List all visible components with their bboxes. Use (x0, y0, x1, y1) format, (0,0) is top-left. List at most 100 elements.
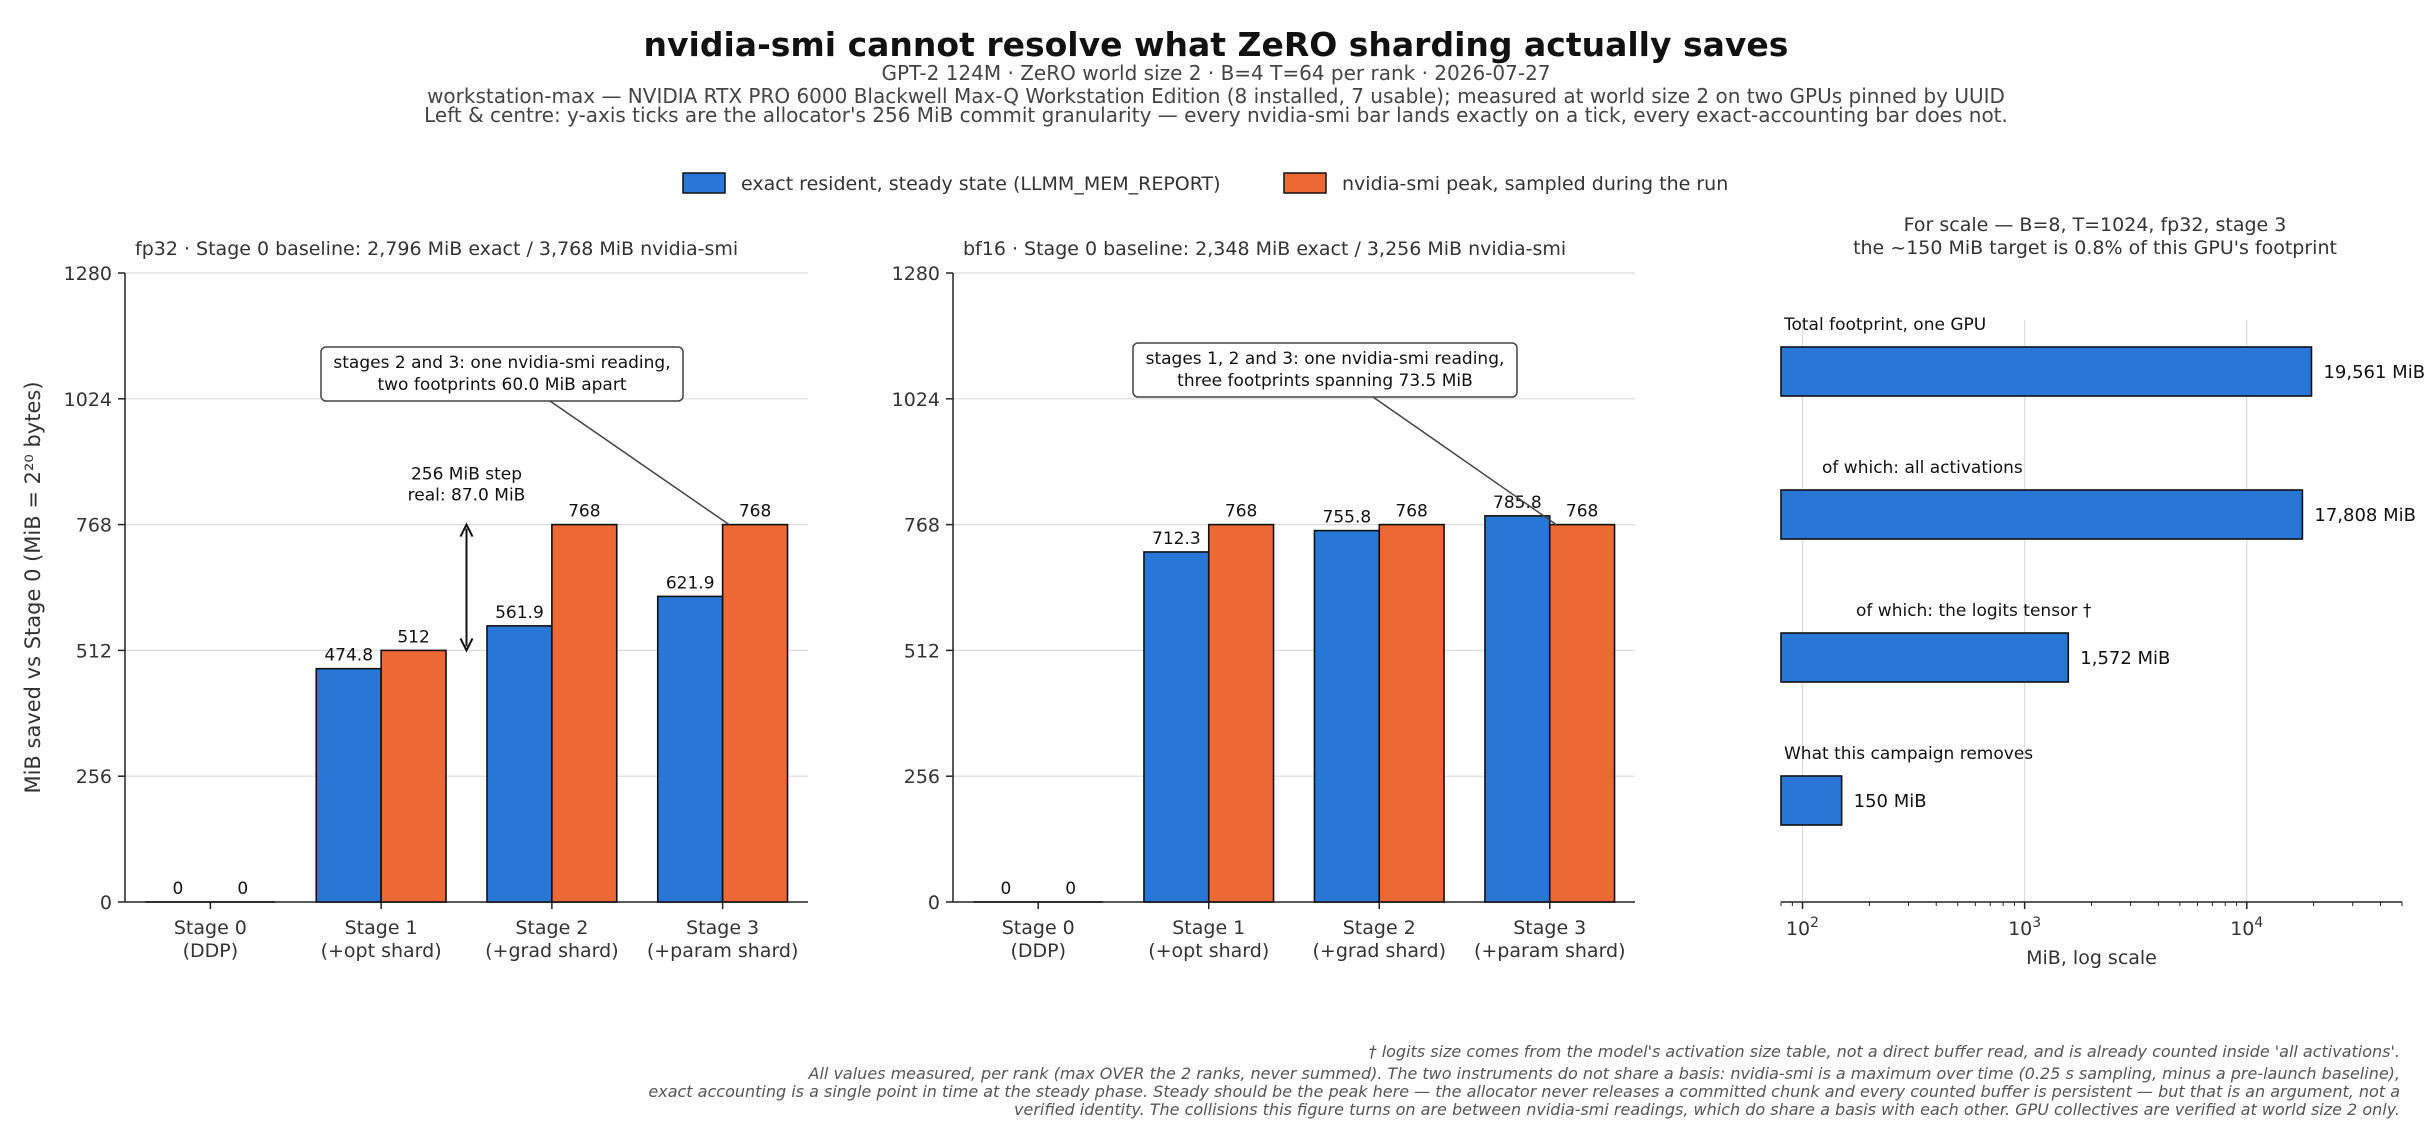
y-axis-label: MiB saved vs Stage 0 (MiB = 2²⁰ bytes) (21, 381, 45, 793)
step-arrowhead-bottom (459, 637, 474, 653)
bar-exact (315, 667, 382, 903)
bar-exact (656, 595, 724, 903)
footnote-2: All values measured, per rank (max OVER … (808, 1064, 2400, 1083)
data-label: 474.8 (324, 646, 373, 666)
annotation-text: three footprints spanning 73.5 MiB (1177, 371, 1473, 391)
y-tick-label: 256 (904, 766, 940, 788)
x-tick-label: 102 (1786, 915, 1819, 940)
footnote-4: verified identity. The collisions this f… (1014, 1100, 2400, 1119)
subtitle-line-1: GPT-2 124M · ZeRO world size 2 · B=4 T=6… (881, 61, 1550, 85)
data-label: 0 (237, 879, 248, 899)
subtitle-line-2: workstation-max — NVIDIA RTX PRO 6000 Bl… (427, 84, 2005, 108)
data-label: 785.8 (1493, 493, 1542, 513)
y-tick-label: 1280 (64, 263, 112, 285)
y-tick-label: 1280 (892, 263, 940, 285)
x-tick-label: (+opt shard) (321, 940, 442, 962)
footnote-1: † logits size comes from the model's act… (1369, 1042, 2400, 1061)
row-label: of which: all activations (1822, 458, 2023, 478)
x-tick-label: (+param shard) (647, 940, 799, 962)
data-label: 768 (1395, 502, 1427, 522)
data-label: 755.8 (1323, 508, 1372, 528)
x-tick-label: (+grad shard) (485, 940, 618, 962)
legend-label-smi: nvidia-smi peak, sampled during the run (1342, 173, 1728, 195)
y-tick-label: 512 (904, 640, 940, 662)
panel-bf16: 0 256 512 768 1024 1280 bf16 · Stage 0 baselin… (892, 238, 1635, 962)
row-label: What this campaign removes (1784, 744, 2033, 764)
data-label: 0 (1000, 879, 1011, 899)
hbar-value-label: 1,572 MiB (2080, 648, 2170, 669)
data-label: 0 (1065, 879, 1076, 899)
annotation-box (320, 346, 684, 402)
bar-smi (1378, 523, 1445, 903)
x-tick-label: (DDP) (183, 940, 239, 962)
legend-label-exact: exact resident, steady state (LLMM_MEM_R… (741, 173, 1221, 195)
x-tick-label: Stage 1 (1172, 917, 1245, 939)
bar-exact (1143, 551, 1210, 903)
data-label: 512 (397, 627, 429, 647)
y-tick-label: 0 (100, 892, 112, 914)
bar-smi (1207, 523, 1275, 903)
footnote-3: exact accounting is a single point in ti… (648, 1082, 2400, 1101)
hbar (1780, 632, 2070, 683)
y-tick-label: 1024 (892, 389, 940, 411)
annotation-text: stages 1, 2 and 3: one nvidia-smi readin… (1146, 349, 1505, 369)
y-tick-label: 1024 (64, 389, 112, 411)
x-tick-label: 104 (2230, 915, 2263, 940)
bar-exact (1484, 515, 1551, 903)
legend-swatch-exact (682, 172, 726, 194)
x-axis-label: MiB, log scale (2026, 947, 2157, 969)
annotation-text: two footprints 60.0 MiB apart (377, 375, 626, 395)
legend: exact resident, steady state (LLMM_MEM_R… (682, 172, 1728, 195)
x-tick-label: Stage 1 (345, 917, 418, 939)
hbar (1780, 489, 2304, 540)
step-annotation-text: 256 MiB step (411, 465, 522, 485)
data-label: 621.9 (666, 573, 715, 593)
x-tick-label: Stage 0 (1002, 917, 1075, 939)
data-label: 0 (173, 879, 184, 899)
legend-swatch-smi (1283, 172, 1327, 194)
row-label: Total footprint, one GPU (1783, 315, 1986, 335)
data-label: 768 (739, 502, 771, 522)
bar-smi (721, 523, 789, 903)
figure-title: nvidia-smi cannot resolve what ZeRO shar… (644, 25, 1789, 64)
x-tick-label: Stage 3 (1513, 917, 1586, 939)
data-label: 768 (1566, 502, 1598, 522)
data-label: 768 (568, 502, 600, 522)
x-tick-label: Stage 0 (174, 917, 247, 939)
x-tick-label: Stage 3 (686, 917, 759, 939)
hbar-value-label: 19,561 MiB (2323, 362, 2425, 383)
row-label: of which: the logits tensor † (1856, 601, 2092, 621)
annotation-leader (549, 400, 730, 526)
x-tick-label: (+opt shard) (1148, 940, 1269, 962)
y-tick-label: 0 (928, 892, 940, 914)
step-annotation-text: real: 87.0 MiB (408, 486, 526, 506)
panel-title: For scale — B=8, T=1024, fp32, stage 3 (1904, 214, 2287, 236)
step-arrowhead-top (459, 522, 474, 538)
x-tick-label: (+param shard) (1474, 940, 1626, 962)
hbar-value-label: 150 MiB (1854, 791, 1927, 812)
panel-fp32: 0 256 512 768 1024 1280 fp32 · Stage 0 baselin… (21, 238, 808, 962)
data-label: 768 (1225, 502, 1257, 522)
y-tick-label: 768 (76, 515, 112, 537)
bar-smi (1548, 523, 1616, 903)
panel-title: bf16 · Stage 0 baseline: 2,348 MiB exact… (963, 238, 1566, 260)
bar-smi (551, 523, 618, 903)
bar-exact (1313, 529, 1381, 903)
x-tick-label: Stage 2 (515, 917, 588, 939)
bar-smi (380, 649, 447, 903)
x-tick-label: Stage 2 (1343, 917, 1416, 939)
data-label: 561.9 (495, 603, 544, 623)
hbar-value-label: 17,808 MiB (2314, 505, 2416, 526)
hbar (1780, 346, 2313, 397)
annotation-box (1132, 342, 1518, 398)
x-tick-label: 103 (2008, 915, 2041, 940)
y-tick-label: 256 (76, 766, 112, 788)
panel-title: fp32 · Stage 0 baseline: 2,796 MiB exact… (135, 238, 738, 260)
data-label: 712.3 (1152, 529, 1201, 549)
panel-scale: For scale — B=8, T=1024, fp32, stage 3th… (1780, 214, 2425, 969)
footnotes: † logits size comes from the model's act… (648, 1042, 2400, 1119)
x-tick-label: (+grad shard) (1313, 940, 1446, 962)
annotation-text: stages 2 and 3: one nvidia-smi reading, (333, 353, 670, 373)
subtitle-line-3: Left & centre: y-axis ticks are the allo… (424, 103, 2008, 127)
